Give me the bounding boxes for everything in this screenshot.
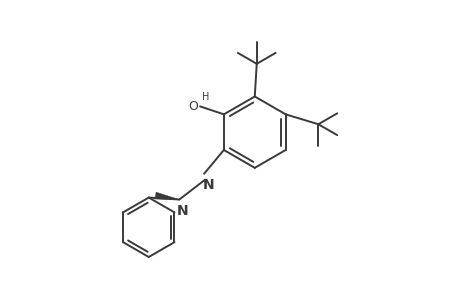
- Polygon shape: [155, 192, 179, 200]
- Text: N: N: [176, 204, 188, 218]
- Text: H: H: [202, 92, 209, 102]
- Text: O: O: [188, 100, 198, 113]
- Text: N: N: [203, 178, 214, 192]
